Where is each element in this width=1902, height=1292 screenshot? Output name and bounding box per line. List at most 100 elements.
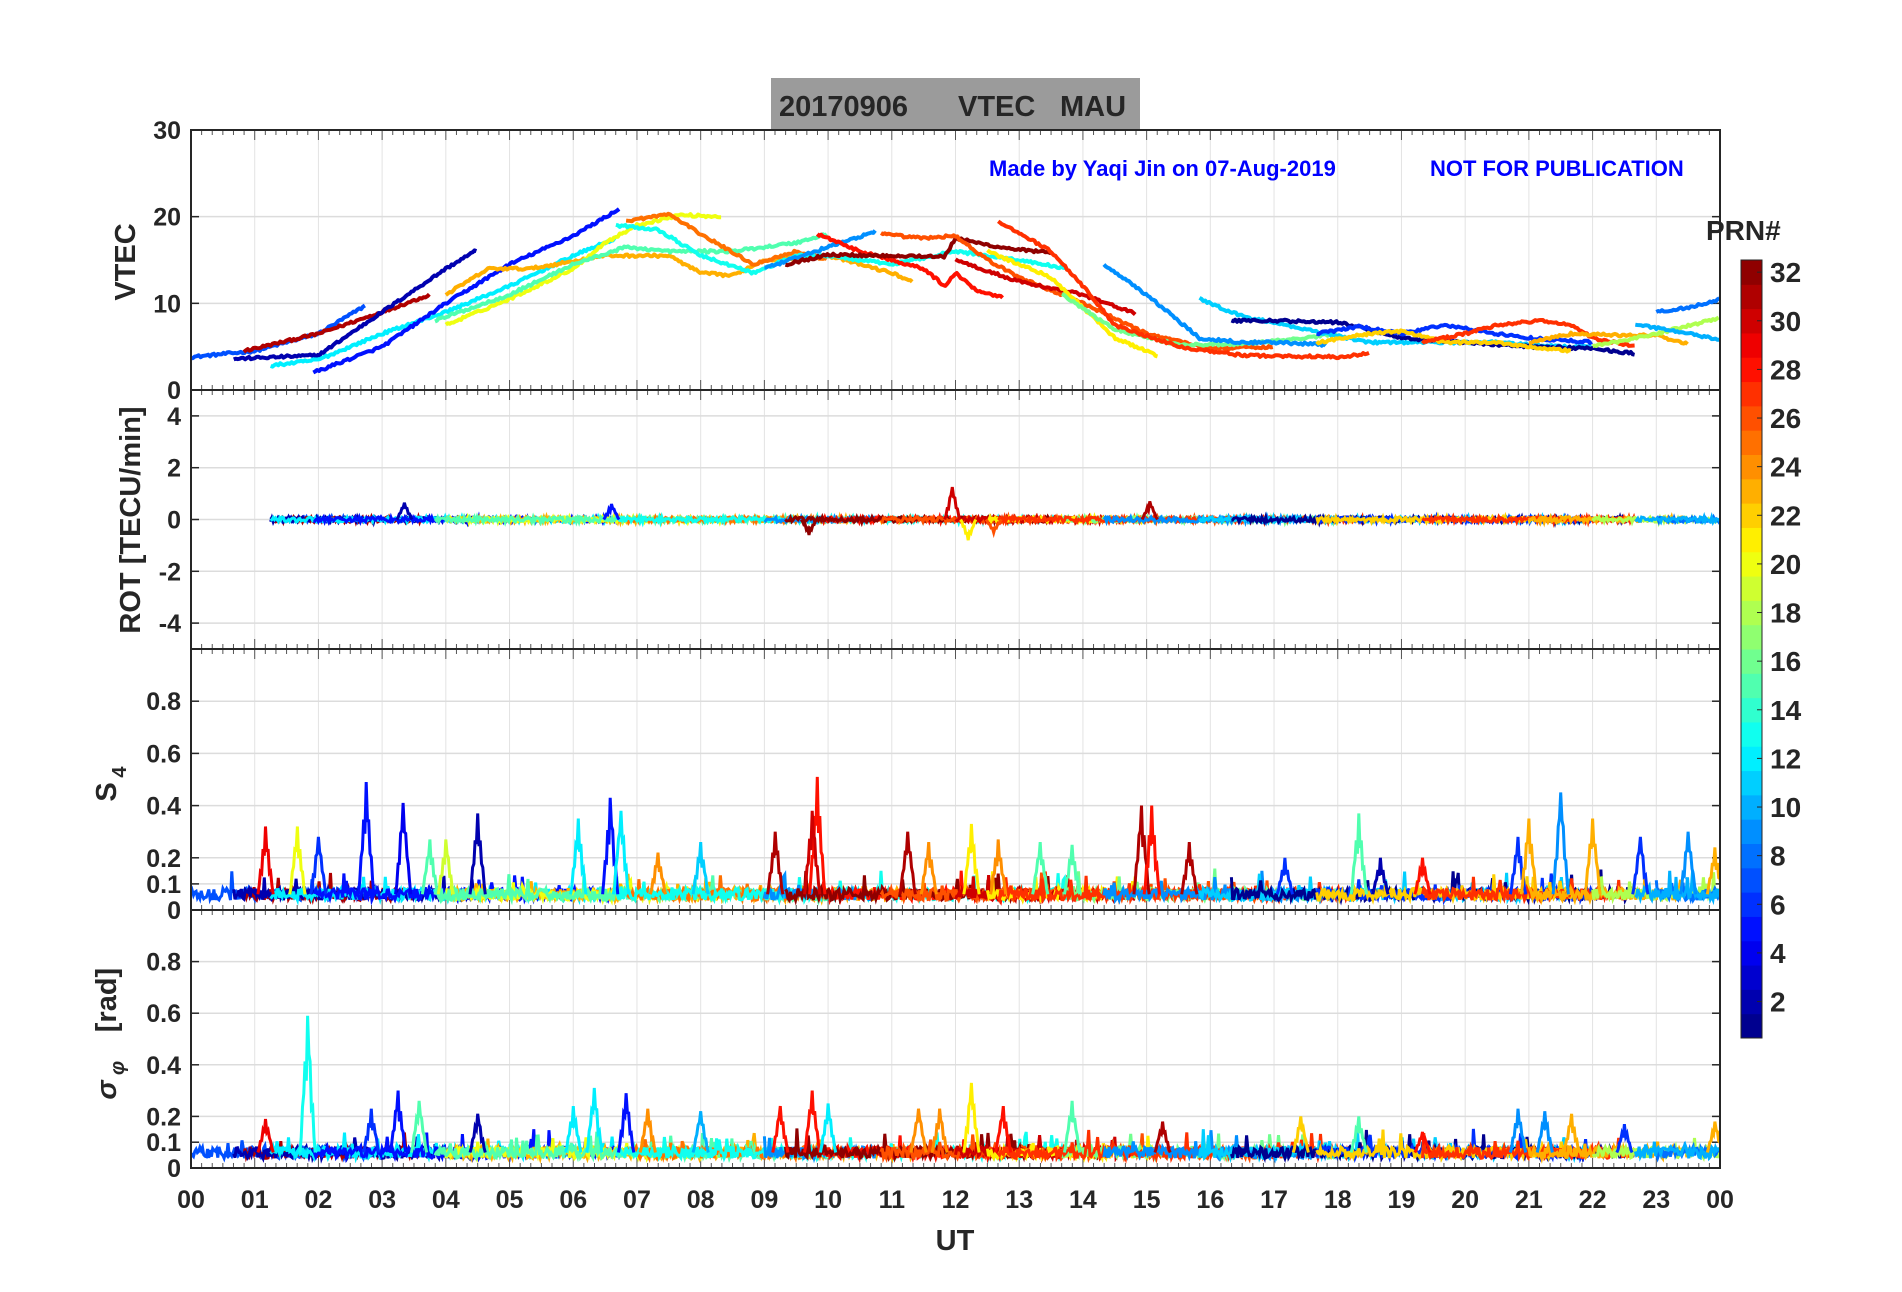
vtec-trace-prn-16 <box>1061 292 1338 348</box>
s4-spike-prn-31 <box>1180 842 1199 895</box>
s4-spike-prn-24 <box>919 841 938 895</box>
sigma-spike-prn-28 <box>994 1105 1013 1153</box>
sigma-spike-prn-22 <box>1291 1116 1310 1153</box>
vtec-trace-prn-10 <box>1634 322 1720 342</box>
s4-spike-prn-9 <box>1551 792 1570 895</box>
vtec-trace-prn-9 <box>764 229 877 270</box>
rot-ylabel: ROT [TECU/min] <box>115 406 147 633</box>
colorbar-swatch <box>1741 649 1762 674</box>
vtec-trace-prn-28 <box>815 232 1004 300</box>
vtec-traces <box>191 207 1720 375</box>
colorbar-swatch <box>1741 284 1762 310</box>
sigma-ytick-label: 0.2 <box>146 1103 181 1131</box>
s4-spike-prn-30 <box>803 810 822 895</box>
colorbar-tick-label: 16 <box>1770 646 1801 677</box>
rot-spike-prn-21 <box>959 518 978 541</box>
colorbar-tick-label: 10 <box>1770 792 1801 823</box>
colorbar-swatch <box>1741 600 1762 626</box>
colorbar-swatch <box>1741 405 1762 431</box>
colorbar-tick-label: 8 <box>1770 841 1786 872</box>
sigma-spike-prn-9 <box>1535 1111 1554 1153</box>
title-background <box>771 78 1140 129</box>
x-tick-label: 15 <box>1133 1186 1161 1214</box>
s4-spike-prn-5 <box>357 782 376 895</box>
s4-ytick-label: 0.4 <box>146 793 181 821</box>
colorbar-swatch <box>1741 770 1762 796</box>
s4-spike-prn-20 <box>288 826 307 895</box>
s4-spike-prn-2 <box>468 813 487 895</box>
sigma-ytick-label: 0.1 <box>146 1129 181 1157</box>
sigma-ytick-label: 0.4 <box>146 1052 181 1080</box>
rot-spike-prn-5 <box>602 503 621 521</box>
s4-spike-prn-4 <box>394 802 413 895</box>
s4-spike-prn-23 <box>1519 818 1538 895</box>
sigma-spike-prn-5 <box>617 1093 636 1153</box>
s4-spike-prn-12 <box>611 810 631 895</box>
rot-spike-prn-2 <box>395 502 414 521</box>
x-tick-label: 17 <box>1260 1186 1288 1214</box>
colorbar-tick-label: 4 <box>1770 938 1786 969</box>
colorbar-swatch <box>1741 1013 1762 1039</box>
x-tick-label: 16 <box>1196 1186 1224 1214</box>
sigma-ytick-label: 0.8 <box>146 949 181 977</box>
s4-spike-prn-31 <box>898 831 917 895</box>
colorbar-tick-label: 24 <box>1770 452 1802 483</box>
rot-ytick-label: 0 <box>167 507 181 535</box>
watermark-notice: NOT FOR PUBLICATION <box>1430 156 1684 181</box>
s4-traces <box>191 776 1720 907</box>
sigma-traces <box>191 1015 1720 1164</box>
rot-spike-prn-26 <box>984 518 1003 539</box>
sigma-spike-prn-24 <box>638 1108 657 1153</box>
vtec-trace-prn-27 <box>1420 318 1635 348</box>
x-tick-label: 00 <box>177 1186 205 1214</box>
colorbar-swatch <box>1741 673 1762 699</box>
colorbar-swatch <box>1741 381 1762 407</box>
sigma-trace-prn-10 <box>1633 1140 1720 1162</box>
sigma-spike-prn-28 <box>803 1090 822 1153</box>
x-tick-label: 02 <box>305 1186 333 1214</box>
vtec-trace-prn-25 <box>625 211 828 267</box>
vtec-ylabel: VTEC <box>110 223 142 300</box>
sigma-ylabel-main: σ <box>91 1079 123 1100</box>
x-tick-label: 00 <box>1706 1186 1734 1214</box>
vtec-trace-prn-27 <box>997 219 1370 361</box>
colorbar-tick-label: 30 <box>1770 306 1801 337</box>
sigma-panel: 00.10.2 0.4 0.6 0.8 <box>146 909 1721 1183</box>
s4-ylabel: S 4 <box>91 766 131 802</box>
colorbar-swatch <box>1741 721 1762 747</box>
sigma-spike-prn-13 <box>298 1015 317 1153</box>
s4-spike-prn-21 <box>962 823 981 895</box>
x-tick-label: 12 <box>942 1186 970 1214</box>
sigma-ylabel-sub: φ <box>107 1061 129 1075</box>
x-tick-label: 23 <box>1642 1186 1670 1214</box>
colorbar-swatch <box>1741 357 1762 383</box>
vtec-trace-prn-9 <box>1102 263 1327 348</box>
sigma-spike-prn-6 <box>1615 1123 1634 1154</box>
s4-ytick-label: 0.8 <box>146 688 181 716</box>
vtec-ytick-label: 20 <box>153 204 181 232</box>
s4-spike-prn-23 <box>1705 847 1720 895</box>
x-tick-label: 18 <box>1324 1186 1352 1214</box>
s4-trace-prn-10 <box>1634 870 1720 906</box>
x-tick-label: 06 <box>559 1186 587 1214</box>
rot-ytick-label: 2 <box>167 455 181 483</box>
colorbar-swatch <box>1741 551 1762 577</box>
s4-spike-prn-24 <box>648 852 668 895</box>
x-tick-label: 19 <box>1388 1186 1416 1214</box>
x-tick-label: 11 <box>879 1186 906 1214</box>
title-quantity: VTEC <box>958 91 1035 123</box>
sigma-spike-prn-9 <box>1508 1108 1528 1153</box>
title-date: 20170906 <box>779 91 908 123</box>
sigma-spike-prn-23 <box>1562 1113 1581 1153</box>
s4-spike-prn-2 <box>1371 857 1390 895</box>
s4-spike-prn-11 <box>691 841 710 895</box>
colorbar-swatch <box>1741 965 1762 990</box>
s4-spike-prn-15 <box>1031 841 1050 895</box>
x-tick-label: 10 <box>814 1186 842 1214</box>
sigma-spike-prn-5 <box>388 1090 408 1153</box>
rot-spike-prn-31 <box>1140 501 1159 521</box>
rot-ytick-label: -2 <box>159 558 181 586</box>
vtec-trace-prn-21 <box>986 248 1159 359</box>
colorbar-swatch <box>1741 332 1762 358</box>
